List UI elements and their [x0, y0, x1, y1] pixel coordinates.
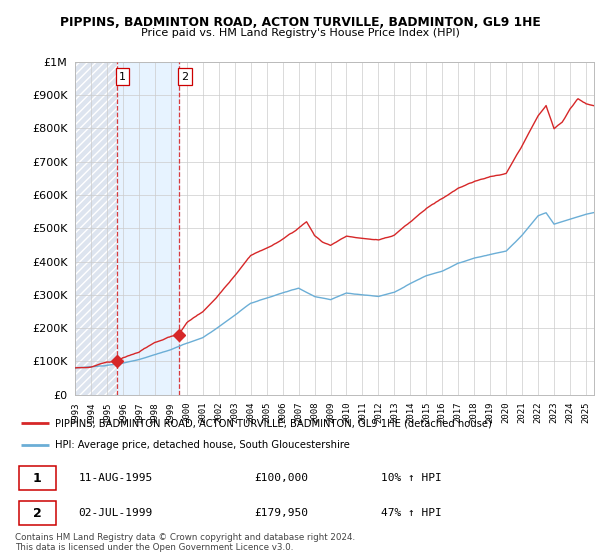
Text: HPI: Average price, detached house, South Gloucestershire: HPI: Average price, detached house, Sout…: [55, 440, 350, 450]
Bar: [116, 62, 179, 395]
Text: 47% ↑ HPI: 47% ↑ HPI: [380, 508, 442, 518]
Text: 1: 1: [33, 472, 42, 484]
Text: PIPPINS, BADMINTON ROAD, ACTON TURVILLE, BADMINTON, GL9 1HE (detached house): PIPPINS, BADMINTON ROAD, ACTON TURVILLE,…: [55, 418, 492, 428]
Text: 10% ↑ HPI: 10% ↑ HPI: [380, 473, 442, 483]
Text: 11-AUG-1995: 11-AUG-1995: [78, 473, 152, 483]
Text: Price paid vs. HM Land Registry's House Price Index (HPI): Price paid vs. HM Land Registry's House …: [140, 28, 460, 38]
Text: 1: 1: [119, 72, 126, 82]
Text: Contains HM Land Registry data © Crown copyright and database right 2024.: Contains HM Land Registry data © Crown c…: [15, 533, 355, 542]
Bar: [75, 62, 116, 395]
Text: 2: 2: [33, 507, 42, 520]
Text: PIPPINS, BADMINTON ROAD, ACTON TURVILLE, BADMINTON, GL9 1HE: PIPPINS, BADMINTON ROAD, ACTON TURVILLE,…: [59, 16, 541, 29]
FancyBboxPatch shape: [19, 501, 56, 525]
Text: This data is licensed under the Open Government Licence v3.0.: This data is licensed under the Open Gov…: [15, 543, 293, 552]
Text: £179,950: £179,950: [254, 508, 308, 518]
Text: 02-JUL-1999: 02-JUL-1999: [78, 508, 152, 518]
Text: £100,000: £100,000: [254, 473, 308, 483]
FancyBboxPatch shape: [19, 466, 56, 490]
Bar: [75, 62, 116, 395]
Text: 2: 2: [181, 72, 188, 82]
